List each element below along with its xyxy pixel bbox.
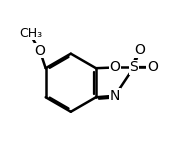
Text: O: O — [34, 44, 45, 58]
Text: O: O — [134, 43, 145, 57]
Text: O: O — [109, 61, 120, 74]
Text: CH₃: CH₃ — [19, 27, 43, 40]
Text: S: S — [129, 61, 138, 74]
Text: O: O — [147, 61, 158, 74]
Text: N: N — [110, 89, 120, 103]
